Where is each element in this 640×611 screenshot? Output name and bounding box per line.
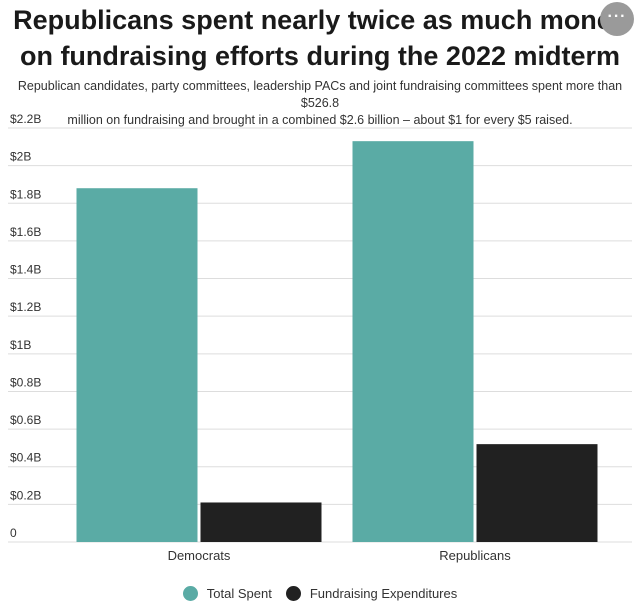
legend-item-total-spent[interactable]: Total Spent (182, 586, 272, 601)
legend-swatch-fundraising-expenditures (285, 586, 301, 601)
bar[interactable] (352, 141, 474, 542)
subtitle-line-2: million on fundraising and brought in a … (67, 113, 573, 127)
chart-legend: Total Spent Fundraising Expenditures (0, 586, 640, 601)
x-category-label: Republicans (439, 548, 511, 563)
chart-subtitle: Republican candidates, party committees,… (10, 78, 630, 129)
legend-label-total-spent: Total Spent (206, 586, 272, 601)
x-category-label: Democrats (168, 548, 231, 563)
legend-label-fundraising-expenditures: Fundraising Expenditures (309, 586, 458, 601)
y-tick-label: 0 (10, 526, 17, 540)
y-tick-label: $1.6B (10, 225, 41, 239)
bar-chart: 0 $0.2B $0.4B $0.6B $0.8B $1B $1.2B $1.4B $1.6B $… (8, 112, 632, 563)
y-tick-label: $2.2B (10, 112, 41, 126)
title-line-2: on fundraising efforts during the 2022 m… (19, 41, 621, 71)
y-tick-label: $0.2B (10, 488, 41, 502)
y-tick-label: $0.4B (10, 451, 41, 465)
y-tick-label: $2B (10, 150, 31, 164)
more-horizontal-icon: ··· (607, 8, 627, 25)
subtitle-line-1: Republican candidates, party committees,… (17, 79, 623, 110)
legend-swatch-total-spent (182, 586, 198, 601)
y-tick-label: $1.8B (10, 187, 41, 201)
legend-item-fundraising-expenditures[interactable]: Fundraising Expenditures (285, 586, 458, 601)
y-tick-label: $1B (10, 338, 31, 352)
y-tick-label: $0.8B (10, 375, 41, 389)
bar[interactable] (76, 188, 198, 542)
y-tick-label: $1.4B (10, 263, 41, 277)
y-tick-label: $0.6B (10, 413, 41, 427)
title-line-1: Republicans spent nearly twice as much m… (13, 5, 627, 35)
bar[interactable] (200, 502, 322, 542)
bar[interactable] (476, 444, 598, 542)
more-options-button[interactable]: ··· (600, 2, 634, 36)
chart-title: Republicans spent nearly twice as much m… (0, 2, 640, 74)
y-tick-label: $1.2B (10, 300, 41, 314)
